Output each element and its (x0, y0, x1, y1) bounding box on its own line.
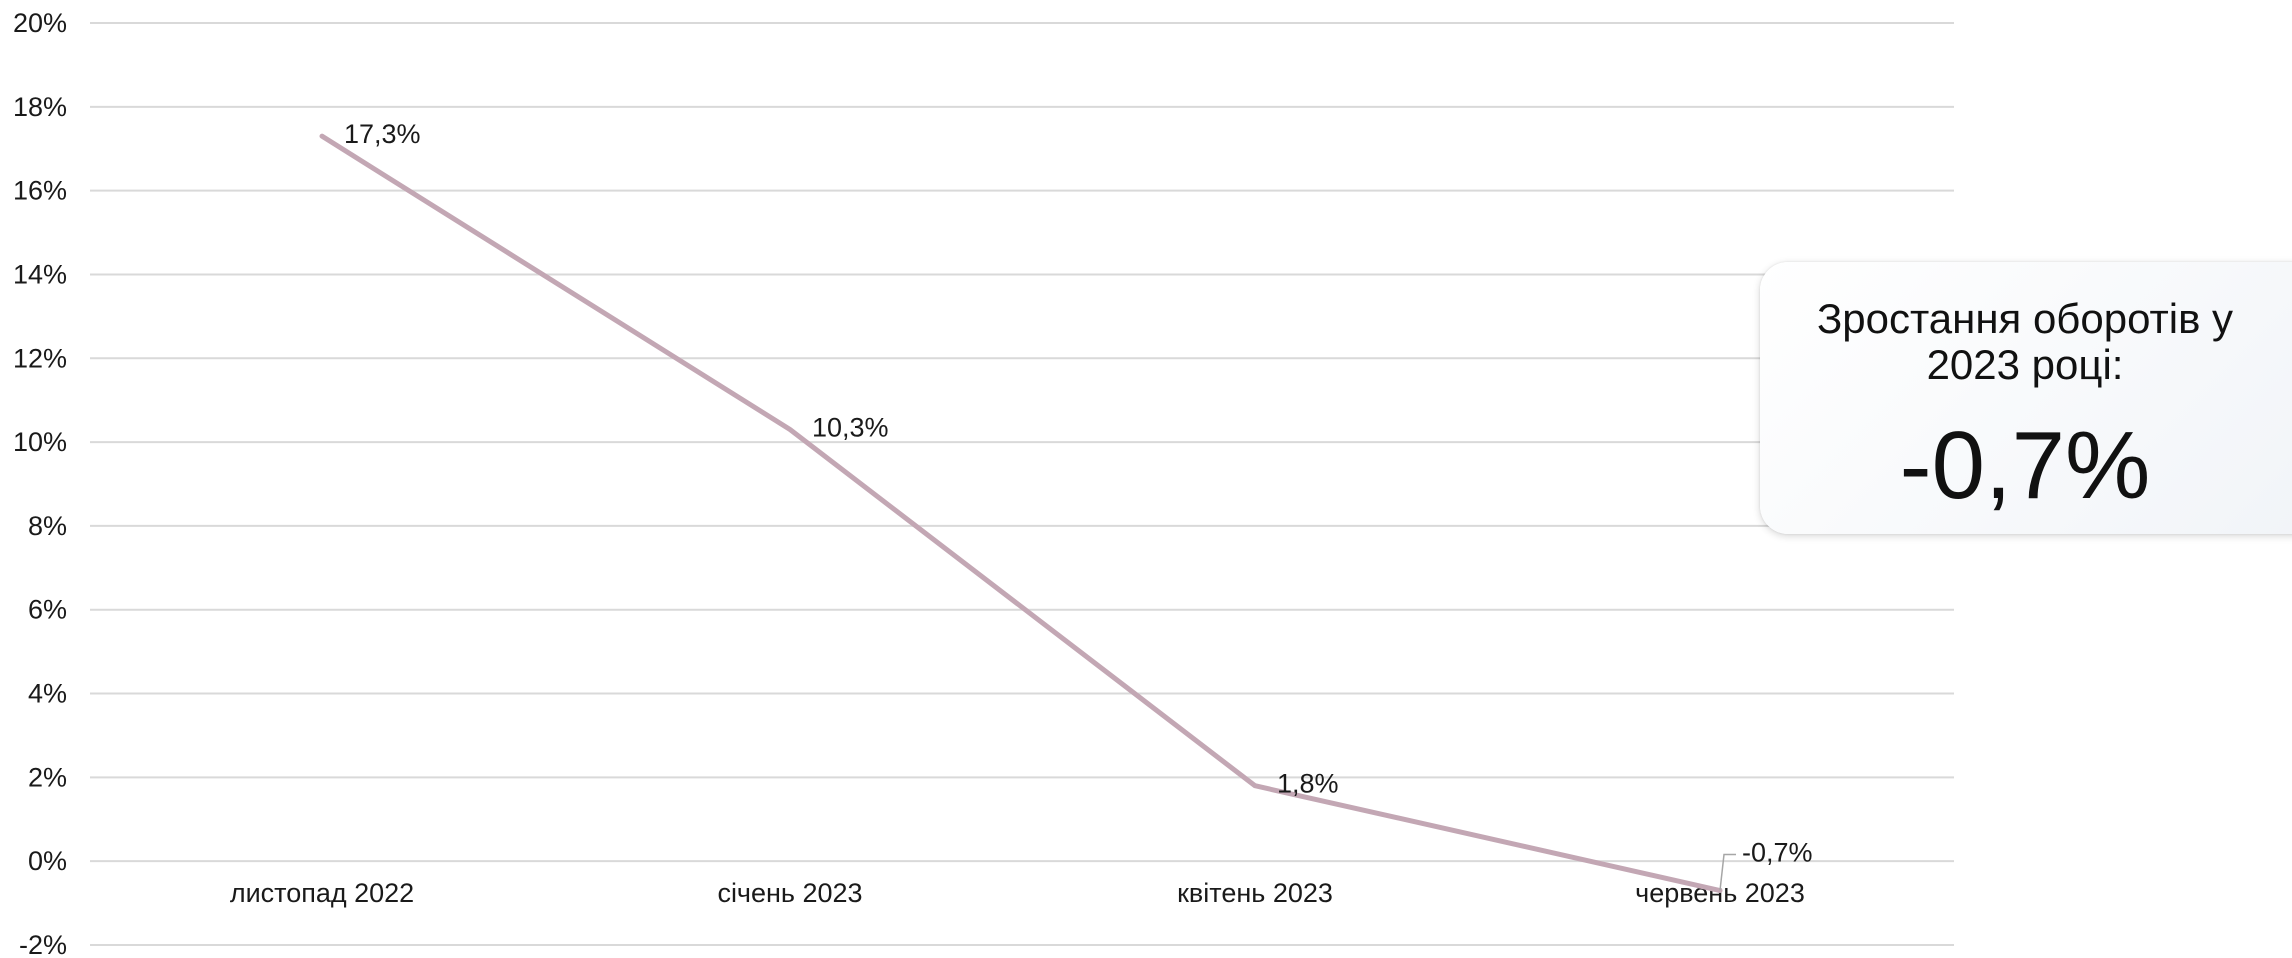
y-tick-label: 18% (13, 92, 67, 122)
callout-value: -0,7% (1899, 412, 2151, 519)
y-tick-label: 20% (13, 8, 67, 38)
x-tick-label: січень 2023 (717, 878, 862, 908)
y-tick-label: -2% (19, 930, 67, 958)
y-tick-label: 14% (13, 259, 67, 289)
data-label: 10,3% (812, 413, 889, 443)
y-tick-label: 0% (28, 846, 67, 876)
data-label: -0,7% (1742, 838, 1813, 868)
x-tick-label: червень 2023 (1635, 878, 1805, 908)
summary-callout-card: Зростання оборотів у 2023 році: -0,7% (1760, 262, 2292, 534)
y-tick-label: 16% (13, 176, 67, 206)
data-label: 1,8% (1277, 769, 1339, 799)
y-axis-tick-labels: 20% 18% 16% 14% 12% 10% 8% 6% 4% 2% 0% -2% (13, 8, 67, 958)
data-labels: 17,3% 10,3% 1,8% -0,7% (344, 119, 1813, 891)
y-tick-label: 6% (28, 595, 67, 625)
series-line (319, 133, 1723, 894)
y-tick-label: 12% (13, 343, 67, 373)
x-tick-label: квітень 2023 (1177, 878, 1333, 908)
gridlines (90, 22, 1954, 946)
callout-title: Зростання оборотів у 2023 році: (1816, 295, 2234, 388)
y-tick-label: 10% (13, 427, 67, 457)
x-axis-tick-labels: листопад 2022 січень 2023 квітень 2023 черв… (230, 878, 1805, 908)
y-tick-label: 2% (28, 762, 67, 792)
y-tick-label: 8% (28, 511, 67, 541)
x-tick-label: листопад 2022 (230, 878, 414, 908)
data-label-leader (1719, 853, 1736, 891)
y-tick-label: 4% (28, 679, 67, 709)
data-label: 17,3% (344, 119, 421, 149)
series (319, 133, 1723, 894)
